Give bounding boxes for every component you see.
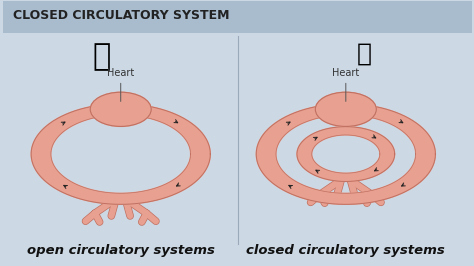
Text: Heart: Heart (332, 68, 359, 101)
Text: 🦗: 🦗 (93, 42, 111, 71)
Circle shape (90, 92, 151, 126)
Circle shape (315, 92, 376, 126)
Polygon shape (31, 104, 210, 204)
Text: closed circulatory systems: closed circulatory systems (246, 244, 445, 257)
Text: 🪱: 🪱 (357, 42, 372, 66)
Polygon shape (256, 104, 436, 204)
Text: open circulatory systems: open circulatory systems (27, 244, 215, 257)
FancyBboxPatch shape (3, 1, 473, 33)
Polygon shape (297, 127, 395, 181)
Text: CLOSED CIRCULATORY SYSTEM: CLOSED CIRCULATORY SYSTEM (13, 9, 229, 22)
Text: Heart: Heart (107, 68, 134, 101)
